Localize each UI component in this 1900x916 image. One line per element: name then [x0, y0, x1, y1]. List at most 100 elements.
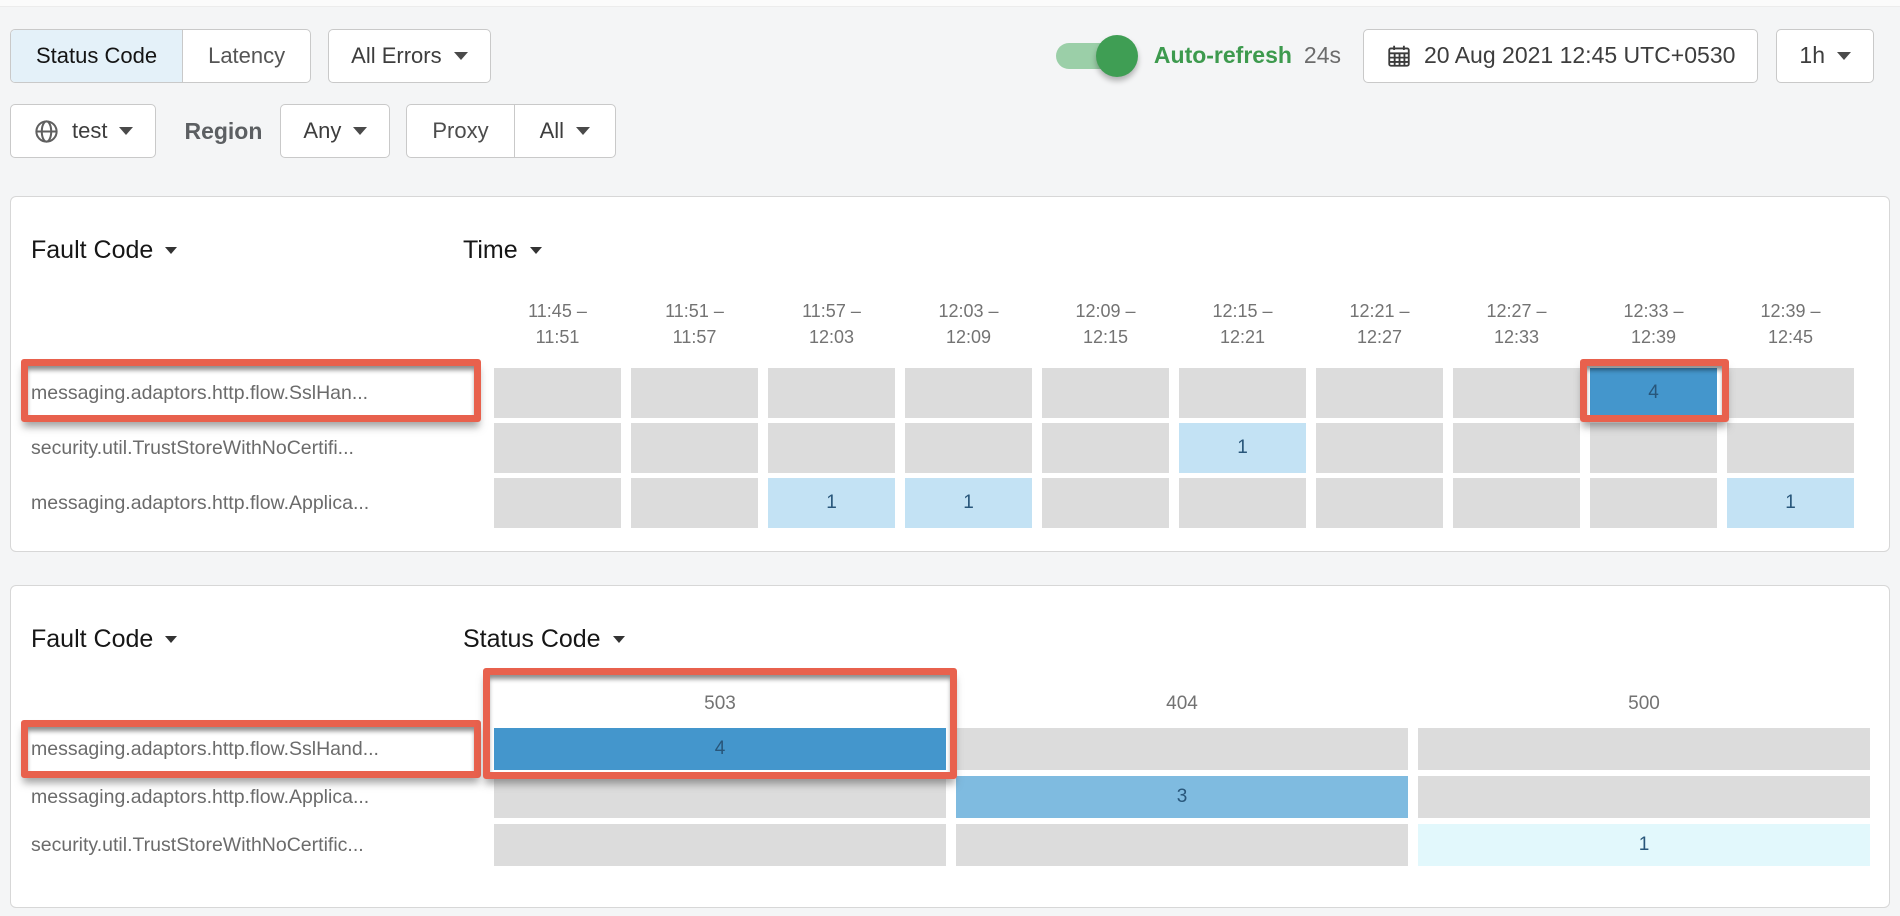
top-strip: [0, 0, 1900, 7]
heatmap-cell[interactable]: 4: [1590, 368, 1717, 418]
fault-code-row-label: security.util.TrustStoreWithNoCertific..…: [31, 833, 364, 856]
time-column-header: 12:09 –12:15: [1075, 300, 1136, 347]
heatmap-cell[interactable]: [1042, 368, 1169, 418]
proxy-filter-group: Proxy All: [406, 104, 617, 158]
time-header-spacer: [31, 300, 484, 350]
status-column-header: 503: [704, 693, 736, 714]
globe-icon: [35, 119, 58, 143]
fault-code-row-label: messaging.adaptors.http.flow.Applica...: [31, 491, 370, 514]
panel1-col-header-dropdown[interactable]: Time: [463, 236, 542, 265]
tab-status-code-label: Status Code: [36, 42, 158, 68]
heatmap-cell[interactable]: [631, 478, 758, 528]
panel1-row-header-label: Fault Code: [31, 235, 154, 264]
heatmap-cell[interactable]: [768, 423, 895, 473]
errors-filter-label: All Errors: [351, 42, 442, 68]
heatmap-cell[interactable]: [1042, 478, 1169, 528]
auto-refresh-countdown: 24s: [1303, 42, 1342, 68]
heatmap-cell[interactable]: [631, 368, 758, 418]
heatmap-cell[interactable]: [1316, 368, 1443, 418]
status-column-header: 404: [1166, 693, 1198, 714]
heatmap-cell[interactable]: [905, 368, 1032, 418]
panel1-col-header-label: Time: [463, 235, 518, 264]
toolbar-filters: test Region Any Proxy All: [0, 83, 1900, 159]
heatmap-cell[interactable]: [1727, 423, 1854, 473]
panel2-col-header-dropdown[interactable]: Status Code: [463, 625, 625, 654]
heatmap-cell[interactable]: [1590, 423, 1717, 473]
chevron-down-icon: [1837, 51, 1851, 60]
date-range-value: 20 Aug 2021 12:45 UTC+0530: [1424, 42, 1736, 68]
chevron-down-icon: [165, 246, 178, 254]
heatmap-cell[interactable]: 1: [1418, 824, 1870, 866]
heatmap-cell[interactable]: 1: [905, 478, 1032, 528]
heatmap-cell[interactable]: [905, 423, 1032, 473]
heatmap-cell[interactable]: [956, 824, 1408, 866]
heatmap-cell[interactable]: 3: [956, 776, 1408, 818]
heatmap-cell[interactable]: [1590, 478, 1717, 528]
region-dropdown[interactable]: Any: [280, 104, 391, 158]
heatmap-cell[interactable]: [1316, 423, 1443, 473]
heatmap-cell[interactable]: [1453, 368, 1580, 418]
heatmap-cell[interactable]: [1179, 478, 1306, 528]
chevron-down-icon: [612, 635, 625, 643]
time-column-header: 11:57 –12:03: [802, 300, 861, 347]
time-header-row: 11:45 –11:51 11:51 –11:57 11:57 –12:03 12:0…: [31, 300, 1863, 350]
panel2-row-header-dropdown[interactable]: Fault Code: [31, 625, 463, 654]
toggle-knob-icon: [1095, 34, 1138, 77]
chevron-down-icon: [576, 127, 591, 135]
interval-value: 1h: [1799, 42, 1825, 68]
heatmap-cell[interactable]: [631, 423, 758, 473]
heatmap-cell[interactable]: [494, 368, 621, 418]
heatmap-cell[interactable]: [1179, 368, 1306, 418]
heatmap-cell[interactable]: 1: [768, 478, 895, 528]
heatmap-cell[interactable]: [768, 368, 895, 418]
environment-dropdown[interactable]: test: [10, 104, 157, 158]
time-column-header: 12:21 –12:27: [1349, 300, 1410, 347]
heatmap-cell[interactable]: [1453, 478, 1580, 528]
panel1-row-header-dropdown[interactable]: Fault Code: [31, 236, 463, 265]
date-range-picker[interactable]: 20 Aug 2021 12:45 UTC+0530: [1363, 28, 1759, 83]
fault-code-row-label: security.util.TrustStoreWithNoCertifi...: [31, 436, 354, 459]
heatmap-cell[interactable]: 4: [494, 728, 946, 770]
proxy-value: All: [539, 118, 565, 143]
heatmap-cell[interactable]: [1418, 776, 1870, 818]
heatmap-cell[interactable]: [1042, 423, 1169, 473]
auto-refresh-toggle[interactable]: [1055, 34, 1138, 77]
time-column-header: 12:39 –12:45: [1760, 300, 1821, 347]
time-column-header: 12:33 –12:39: [1623, 300, 1684, 347]
heatmap-cell[interactable]: [494, 478, 621, 528]
panel2-col-header-label: Status Code: [463, 624, 601, 653]
heatmap-cell[interactable]: 1: [1727, 478, 1854, 528]
time-heatmap-grid: messaging.adaptors.http.flow.SslHan... 4 s…: [31, 368, 1863, 528]
heatmap-cell[interactable]: [494, 824, 946, 866]
auto-refresh-label: Auto-refresh: [1153, 42, 1292, 68]
proxy-dropdown[interactable]: All: [513, 105, 615, 157]
panel2-titles: Fault Code Status Code: [31, 624, 1863, 654]
heatmap-cell[interactable]: [494, 423, 621, 473]
proxy-label: Proxy: [432, 118, 489, 143]
heatmap-cell[interactable]: [1418, 728, 1870, 770]
heatmap-cell[interactable]: [1453, 423, 1580, 473]
status-header-row: 503 404 500: [31, 690, 1863, 718]
metric-tab-group: Status Code Latency: [10, 28, 312, 83]
region-value: Any: [303, 118, 342, 143]
time-column-header: 12:15 –12:21: [1212, 300, 1273, 347]
heatmap-cell[interactable]: [1727, 368, 1854, 418]
panel2-row-header-label: Fault Code: [31, 624, 154, 653]
heatmap-cell[interactable]: [494, 776, 946, 818]
fault-code-row-label: messaging.adaptors.http.flow.Applica...: [31, 785, 370, 808]
panel1-titles: Fault Code Time: [31, 235, 1863, 265]
interval-dropdown[interactable]: 1h: [1776, 28, 1874, 83]
heatmap-cell[interactable]: [1316, 478, 1443, 528]
chevron-down-icon: [529, 246, 542, 254]
fault-code-row-label: messaging.adaptors.http.flow.SslHand...: [31, 737, 379, 760]
environment-value: test: [72, 118, 108, 143]
time-column-header: 11:51 –11:57: [665, 300, 724, 347]
tab-latency[interactable]: Latency: [182, 29, 310, 82]
tab-status-code[interactable]: Status Code: [11, 29, 183, 82]
heatmap-cell[interactable]: [956, 728, 1408, 770]
calendar-icon: [1388, 45, 1410, 67]
chevron-down-icon: [453, 51, 468, 60]
heatmap-cell[interactable]: 1: [1179, 423, 1306, 473]
time-column-header: 11:45 –11:51: [528, 300, 587, 347]
errors-filter-dropdown[interactable]: All Errors: [328, 28, 491, 83]
